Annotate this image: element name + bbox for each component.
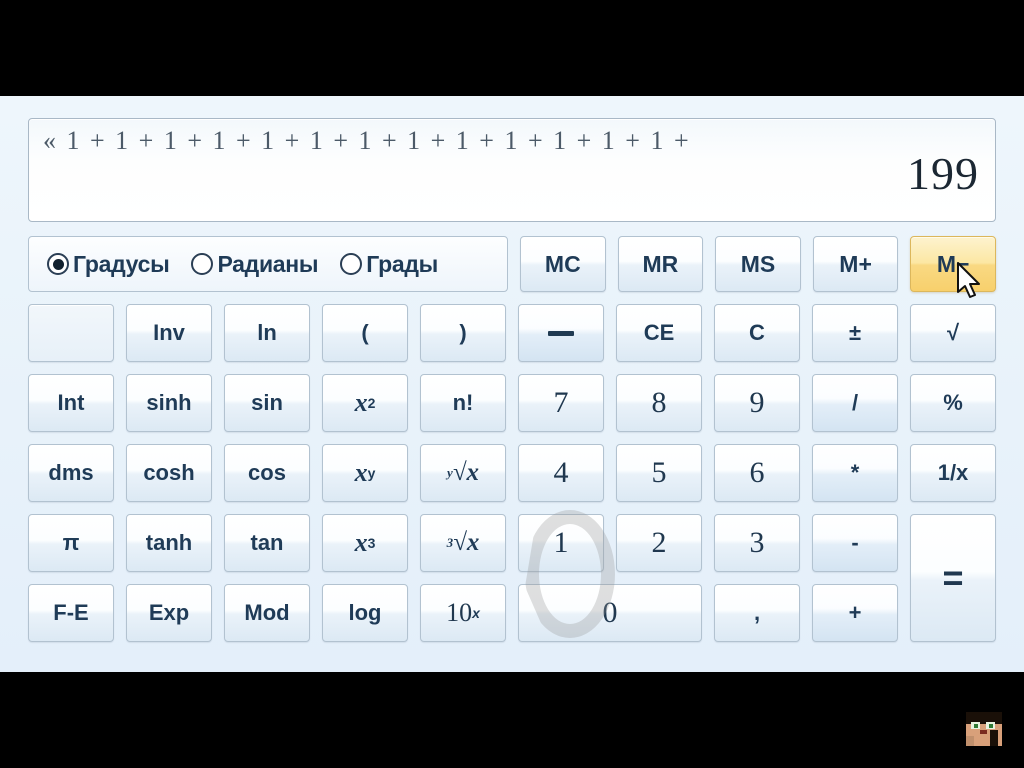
ten-power-x-button[interactable]: 10 x [420,584,506,642]
x-power-y-base: x [354,458,368,487]
digit-1-button[interactable]: 1 [518,514,604,572]
reciprocal-button[interactable]: 1/x [910,444,996,502]
digit-8-button[interactable]: 8 [616,374,702,432]
equals-button[interactable]: = [910,514,996,642]
right-paren-button[interactable]: ) [420,304,506,362]
divide-button[interactable]: / [812,374,898,432]
digit-4-button[interactable]: 4 [518,444,604,502]
inverse-button[interactable]: Inv [126,304,212,362]
mode-and-memory-row: Градусы Радианы Грады MC MR MS M+ M− [28,236,996,292]
sinh-button[interactable]: sinh [126,374,212,432]
ten-power-exponent: x [472,605,480,621]
clear-entry-button[interactable]: CE [616,304,702,362]
x-squared-base: x [354,388,368,417]
tanh-button[interactable]: tanh [126,514,212,572]
clear-button[interactable]: C [714,304,800,362]
equals-label: = [942,557,964,598]
exponent-button[interactable]: Exp [126,584,212,642]
int-button[interactable]: Int [28,374,114,432]
sign-toggle-button[interactable]: ± [812,304,898,362]
digit-0-button[interactable]: 0 [518,584,702,642]
radio-degrees-icon [47,253,69,275]
digit-6-button[interactable]: 6 [714,444,800,502]
x-cubed-exponent: 3 [367,535,376,551]
digit-8-label: 8 [651,386,667,419]
digit-1-label: 1 [553,526,569,559]
radio-degrees[interactable]: Градусы [47,250,170,278]
calculator-display[interactable]: « 1 + 1 + 1 + 1 + 1 + 1 + 1 + 1 + 1 + 1 … [28,118,996,222]
float-exp-toggle-button[interactable]: F-E [28,584,114,642]
square-root-button[interactable]: √ [910,304,996,362]
digit-5-button[interactable]: 5 [616,444,702,502]
ten-power-base: 10 [446,598,473,627]
cube-root-index: 3 [446,535,454,550]
display-result: 199 [907,148,979,199]
cube-root-button[interactable]: 3 √x [420,514,506,572]
cosh-button[interactable]: cosh [126,444,212,502]
digit-5-label: 5 [651,456,667,489]
x-cubed-base: x [354,528,368,557]
cos-button[interactable]: cos [224,444,310,502]
decimal-separator-button[interactable]: , [714,584,800,642]
radio-grads[interactable]: Грады [340,251,438,278]
percent-button[interactable]: % [910,374,996,432]
radio-radians-label: Радианы [217,250,319,277]
left-paren-button[interactable]: ( [322,304,408,362]
memory-add-button[interactable]: M+ [812,236,899,292]
add-button[interactable]: + [812,584,898,642]
angle-mode-group: Градусы Радианы Грады [28,236,508,292]
digit-9-label: 9 [749,386,765,419]
memory-store-button[interactable]: MS [715,236,801,292]
log-button[interactable]: log [322,584,408,642]
digit-3-button[interactable]: 3 [714,514,800,572]
memory-clear-button[interactable]: MC [520,236,606,292]
sin-button[interactable]: sin [224,374,310,432]
y-root-body: √x [452,459,479,486]
digit-3-label: 3 [749,526,765,559]
digit-6-label: 6 [749,456,765,489]
digit-4-label: 4 [553,456,569,489]
multiply-button[interactable]: * [812,444,898,502]
backspace-icon [548,330,574,336]
blank-button[interactable] [28,304,114,362]
subtract-button[interactable]: - [812,514,898,572]
radio-grads-icon [340,253,363,275]
natural-log-button[interactable]: ln [224,304,310,362]
memory-recall-button[interactable]: MR [617,236,704,292]
radio-radians-icon [191,253,214,275]
memory-subtract-button[interactable]: M− [910,236,996,292]
modulo-button[interactable]: Mod [224,584,310,642]
factorial-button[interactable]: n! [420,374,506,432]
y-root-index: y [446,465,453,480]
pi-button[interactable]: π [28,514,114,572]
display-history: « 1 + 1 + 1 + 1 + 1 + 1 + 1 + 1 + 1 + 1 … [43,126,691,155]
digit-7-button[interactable]: 7 [518,374,604,432]
x-power-y-exponent: y [367,465,376,481]
radio-degrees-label: Градусы [73,250,170,277]
digit-2-label: 2 [651,526,667,559]
digit-0-label: 0 [602,596,618,629]
y-root-x-button[interactable]: y √x [420,444,506,502]
digit-7-label: 7 [553,386,569,419]
digit-2-button[interactable]: 2 [616,514,702,572]
cube-root-body: √x [453,529,480,556]
backspace-button[interactable] [518,304,604,362]
digit-9-button[interactable]: 9 [714,374,800,432]
radio-radians[interactable]: Радианы [191,250,319,278]
tan-button[interactable]: tan [224,514,310,572]
dms-button[interactable]: dms [28,444,114,502]
channel-avatar-icon [966,712,1002,746]
x-squared-exponent: 2 [367,395,376,411]
calculator-window: « 1 + 1 + 1 + 1 + 1 + 1 + 1 + 1 + 1 + 1 … [0,96,1024,672]
radio-grads-label: Грады [366,250,438,277]
